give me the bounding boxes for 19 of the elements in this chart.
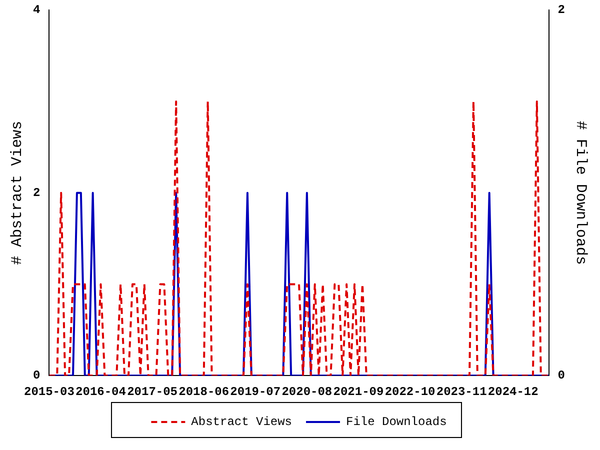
legend-label: File Downloads bbox=[346, 415, 447, 430]
x-tick-label: 2019-07 bbox=[230, 384, 281, 399]
x-tick-label: 2021-09 bbox=[333, 384, 384, 399]
x-tick-label: 2017-05 bbox=[127, 384, 178, 399]
x-tick-label: 2020-08 bbox=[282, 384, 332, 399]
x-tick-label: 2018-06 bbox=[178, 384, 230, 399]
y2-axis-title: # File Downloads bbox=[572, 120, 590, 265]
x-tick-label: 2022-10 bbox=[384, 384, 436, 399]
y2-tick-label: 0 bbox=[558, 368, 565, 383]
y-tick-label: 4 bbox=[33, 3, 40, 18]
y-tick-label: 0 bbox=[33, 368, 40, 383]
legend-label: Abstract Views bbox=[191, 415, 292, 430]
x-tick-label: 2024-12 bbox=[488, 384, 538, 399]
y-tick-label: 2 bbox=[33, 186, 40, 200]
x-tick-label: 2016-04 bbox=[76, 384, 126, 399]
y-axis-title: # Abstract Views bbox=[8, 120, 26, 265]
x-tick-label: 2015-03 bbox=[24, 384, 74, 399]
x-tick-label: 2023-11 bbox=[436, 384, 487, 399]
y2-tick-label: 2 bbox=[558, 3, 565, 18]
